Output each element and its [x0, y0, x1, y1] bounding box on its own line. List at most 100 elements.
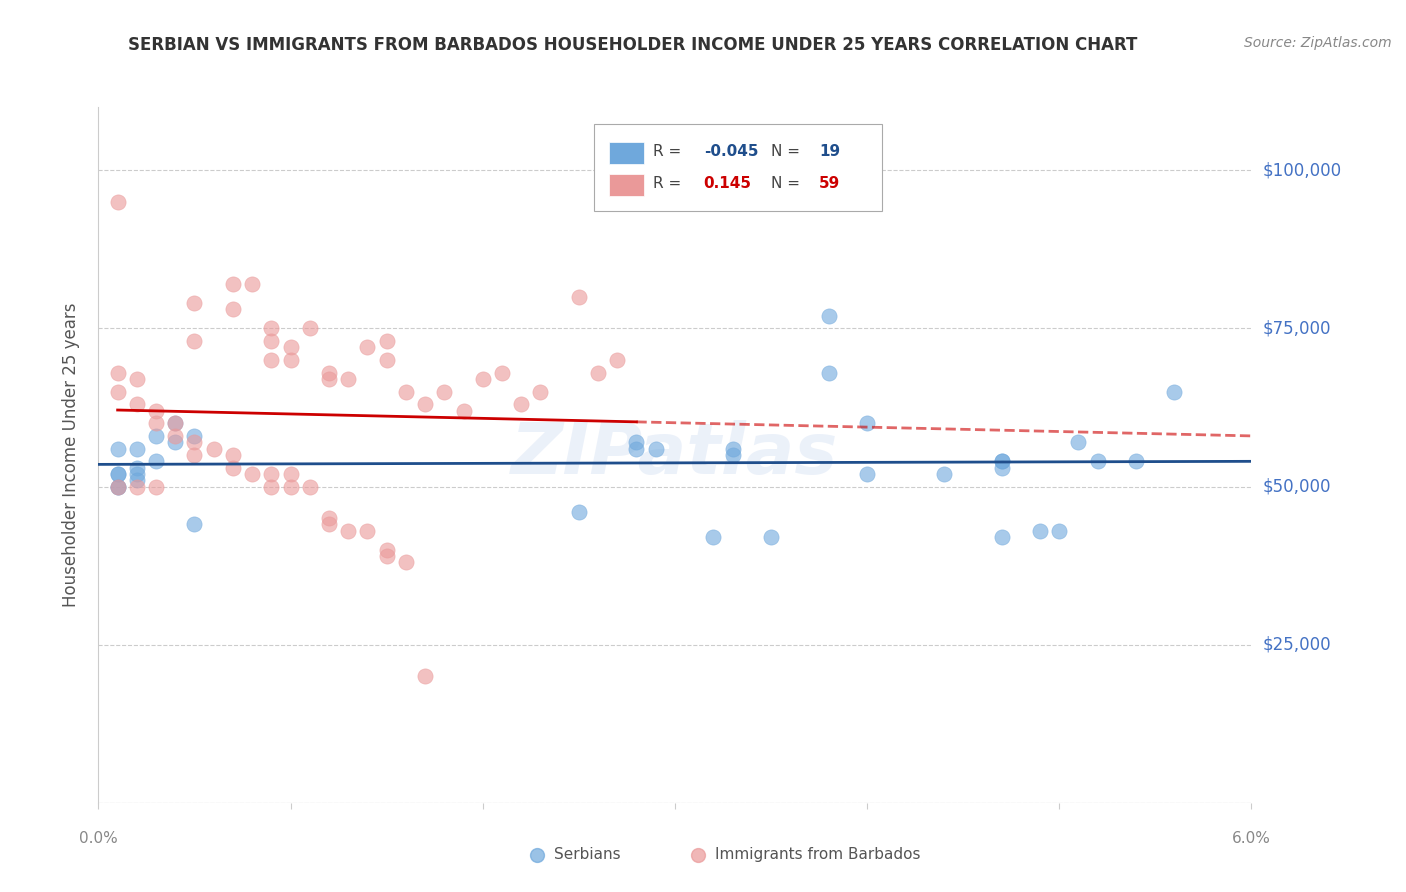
Point: [817, 309, 839, 323]
Y-axis label: Householder Income Under 25 years: Householder Income Under 25 years: [62, 302, 80, 607]
Point: [356, 340, 378, 354]
Point: [260, 467, 283, 481]
Point: [644, 442, 666, 456]
Point: [183, 435, 205, 450]
Point: [183, 296, 205, 310]
Point: [165, 417, 187, 431]
Point: [125, 479, 148, 493]
Point: [606, 353, 628, 368]
Point: [702, 530, 724, 544]
Point: [165, 417, 187, 431]
Point: [1087, 454, 1109, 468]
Text: -0.045: -0.045: [704, 145, 758, 159]
Text: 0.145: 0.145: [704, 176, 752, 191]
Point: [260, 353, 283, 368]
Point: [125, 473, 148, 487]
Point: [107, 442, 129, 456]
Point: [183, 448, 205, 462]
Point: [145, 417, 167, 431]
Point: [107, 467, 129, 481]
Point: [222, 277, 245, 292]
Point: [856, 417, 879, 431]
Point: [107, 479, 129, 493]
Text: $50,000: $50,000: [1263, 477, 1331, 496]
Point: [529, 384, 551, 399]
Text: SERBIAN VS IMMIGRANTS FROM BARBADOS HOUSEHOLDER INCOME UNDER 25 YEARS CORRELATIO: SERBIAN VS IMMIGRANTS FROM BARBADOS HOUS…: [128, 36, 1137, 54]
Point: [145, 403, 167, 417]
Point: [990, 454, 1012, 468]
FancyBboxPatch shape: [595, 124, 883, 211]
Point: [932, 467, 955, 481]
Text: 59: 59: [818, 176, 841, 191]
Point: [125, 467, 148, 481]
FancyBboxPatch shape: [609, 142, 644, 164]
Point: [990, 454, 1012, 468]
Point: [298, 321, 321, 335]
Point: [260, 334, 283, 348]
Point: [107, 384, 129, 399]
Text: 6.0%: 6.0%: [1232, 830, 1271, 846]
Point: [240, 277, 263, 292]
Point: [395, 384, 418, 399]
Point: [1163, 384, 1185, 399]
Point: [145, 454, 167, 468]
Point: [568, 505, 591, 519]
Point: [125, 372, 148, 386]
Point: [183, 334, 205, 348]
Point: [183, 517, 205, 532]
Point: [721, 448, 744, 462]
Point: [280, 353, 302, 368]
Point: [491, 366, 513, 380]
Point: [222, 460, 245, 475]
Point: [626, 435, 648, 450]
Point: [1067, 435, 1090, 450]
Point: [107, 194, 129, 209]
Point: [318, 511, 340, 525]
Point: [721, 442, 744, 456]
Point: [222, 302, 245, 317]
Point: [107, 479, 129, 493]
Text: $75,000: $75,000: [1263, 319, 1331, 337]
Point: [222, 448, 245, 462]
Point: [586, 366, 609, 380]
Point: [202, 442, 225, 456]
Point: [375, 542, 398, 557]
Point: [1029, 524, 1052, 538]
Point: [145, 429, 167, 443]
Point: [433, 384, 456, 399]
Text: Source: ZipAtlas.com: Source: ZipAtlas.com: [1244, 36, 1392, 50]
Point: [318, 366, 340, 380]
Point: [510, 397, 533, 411]
Point: [413, 669, 436, 683]
Point: [856, 467, 879, 481]
Point: [990, 530, 1012, 544]
FancyBboxPatch shape: [609, 174, 644, 196]
Text: 0.0%: 0.0%: [79, 830, 118, 846]
Point: [125, 460, 148, 475]
Point: [107, 467, 129, 481]
Point: [1125, 454, 1147, 468]
Point: [107, 366, 129, 380]
Point: [280, 340, 302, 354]
Text: Immigrants from Barbados: Immigrants from Barbados: [716, 847, 921, 863]
Point: [298, 479, 321, 493]
Point: [817, 366, 839, 380]
Point: [145, 479, 167, 493]
Point: [165, 429, 187, 443]
Point: [453, 403, 475, 417]
Text: R =: R =: [652, 145, 686, 159]
Point: [413, 397, 436, 411]
Point: [375, 353, 398, 368]
Point: [280, 479, 302, 493]
Point: [280, 467, 302, 481]
Text: $100,000: $100,000: [1263, 161, 1341, 179]
Point: [240, 467, 263, 481]
Text: 19: 19: [818, 145, 841, 159]
Text: Serbians: Serbians: [554, 847, 620, 863]
Point: [107, 479, 129, 493]
Point: [356, 524, 378, 538]
Point: [318, 372, 340, 386]
Point: [395, 556, 418, 570]
Point: [337, 372, 360, 386]
Point: [990, 460, 1012, 475]
